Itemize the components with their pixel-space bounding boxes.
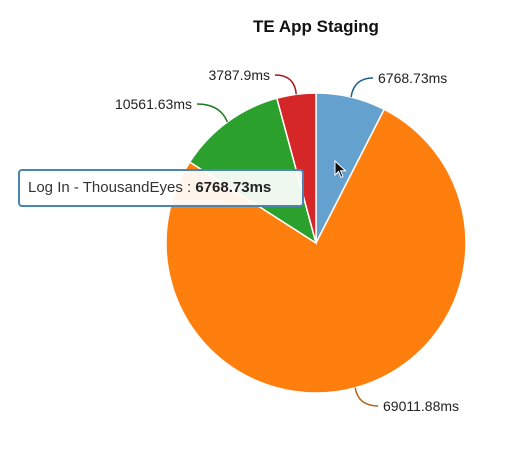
data-label-1: 69011.88ms [383, 398, 459, 414]
data-label-2: 10561.63ms [115, 96, 192, 112]
leader-line-2 [196, 103, 229, 123]
chart-title: TE App Staging [253, 17, 379, 36]
data-label-0: 6768.73ms [378, 70, 447, 86]
mouse-cursor-icon [334, 160, 347, 179]
slice-tooltip: Log In - ThousandEyes : 6768.73ms [18, 169, 304, 207]
leader-line-1 [354, 387, 379, 407]
leader-lines [196, 74, 379, 407]
data-label-3: 3787.9ms [209, 67, 270, 83]
leader-line-3 [274, 74, 298, 95]
tooltip-name: Log In - ThousandEyes [28, 179, 183, 196]
tooltip-separator: : [182, 179, 196, 196]
pie-slices [165, 92, 467, 394]
leader-line-0 [350, 77, 374, 98]
tooltip-value: 6768.73ms [195, 179, 272, 196]
data-labels: 6768.73ms 69011.88ms 10561.63ms 3787.9ms [115, 67, 459, 414]
pie-slice-1[interactable] [165, 108, 467, 394]
